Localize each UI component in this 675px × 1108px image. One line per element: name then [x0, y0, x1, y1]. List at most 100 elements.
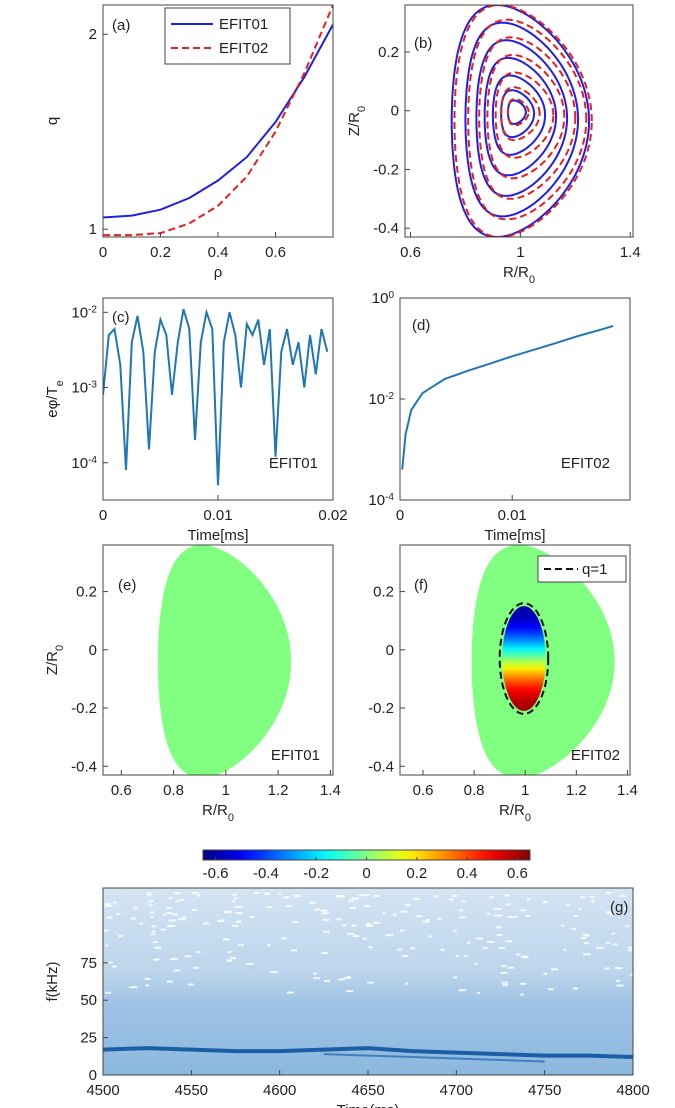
panel-label: (e) — [118, 577, 136, 594]
speckle — [196, 894, 201, 897]
speckle — [520, 993, 524, 996]
y-tick-label: 0 — [391, 103, 399, 120]
x-tick-label: 0.2 — [150, 244, 171, 261]
y-tick-label: 75 — [80, 955, 97, 972]
y-tick-label: 0.2 — [76, 584, 97, 601]
speckle — [348, 899, 354, 902]
x-tick-label: 0 — [396, 507, 404, 524]
speckle — [267, 944, 271, 947]
series-line — [103, 1046, 633, 1059]
legend-label: EFIT01 — [219, 16, 268, 33]
speckle — [422, 920, 430, 923]
y-tick-label: 1 — [89, 221, 97, 238]
speckle — [144, 977, 151, 980]
spectrogram-background — [103, 888, 633, 1075]
speckle — [153, 946, 162, 949]
speckle — [612, 943, 618, 946]
colorbar-tick-label: -0.4 — [253, 865, 279, 882]
text-part: Time(ms) — [337, 1102, 400, 1108]
x-tick-label: 0.6 — [265, 244, 286, 261]
y-tick-label: 10-2 — [368, 391, 394, 409]
speckle — [504, 894, 510, 897]
speckle — [238, 944, 244, 947]
annotation: EFIT01 — [271, 747, 320, 764]
speckle — [175, 900, 179, 903]
y-tick-label: 10-2 — [71, 304, 97, 322]
x-tick-label: 1.4 — [620, 244, 641, 261]
speckle — [358, 894, 363, 897]
speckle — [525, 914, 531, 917]
colorbar-tick-label: 0.4 — [457, 865, 478, 882]
speckle — [486, 940, 495, 943]
text-part: 10 — [71, 380, 88, 397]
speckle — [313, 977, 320, 980]
speckle — [347, 976, 351, 979]
y-tick-label: 0 — [89, 642, 97, 659]
y-tick-label: 0 — [386, 642, 394, 659]
text-part: 10 — [372, 290, 389, 307]
speckle — [221, 919, 225, 922]
panel-label: (d) — [412, 317, 430, 334]
speckle — [580, 896, 586, 899]
speckle — [630, 973, 633, 976]
speckle — [516, 953, 521, 956]
speckle — [115, 913, 121, 916]
speckle — [405, 982, 409, 985]
speckle — [148, 900, 154, 903]
y-axis-label: eφ/Te — [44, 380, 66, 418]
speckle — [235, 920, 242, 923]
speckle — [496, 933, 503, 936]
speckle — [493, 908, 502, 911]
speckle — [368, 946, 373, 949]
speckle — [154, 958, 160, 961]
speckle — [583, 953, 591, 956]
text-part: 10 — [368, 391, 385, 408]
x-tick-label: 0.01 — [498, 507, 527, 524]
x-tick-label: 4550 — [175, 1082, 208, 1099]
speckle — [520, 982, 526, 985]
speckle — [349, 906, 357, 909]
speckle — [361, 894, 367, 897]
x-tick-label: 4650 — [351, 1082, 384, 1099]
panel-label: (g) — [610, 899, 628, 916]
y-tick-label: -0.2 — [373, 161, 399, 178]
x-tick-label: 1 — [521, 782, 529, 799]
speckle — [187, 983, 194, 986]
speckle — [548, 988, 554, 991]
speckle — [437, 917, 442, 920]
speckle — [505, 903, 511, 906]
speckle — [580, 937, 587, 940]
y-tick-label: 0.2 — [378, 44, 399, 61]
speckle — [614, 967, 623, 970]
speckle — [167, 925, 175, 928]
speckle — [507, 915, 513, 918]
speckle — [193, 966, 199, 969]
speckle — [385, 934, 393, 937]
x-tick-label: 4800 — [616, 1082, 649, 1099]
x-tick-label: 0.8 — [163, 782, 184, 799]
text-part: Z/R — [44, 651, 61, 675]
speckle — [392, 913, 397, 916]
y-tick-label: -0.4 — [71, 758, 97, 775]
speckle — [616, 979, 621, 982]
speckle — [459, 916, 466, 919]
y-tick-label: 10-3 — [71, 379, 97, 397]
text-part: ρ — [214, 264, 223, 281]
speckle — [133, 907, 139, 910]
speckle — [618, 895, 626, 898]
speckle — [322, 918, 330, 921]
speckle — [401, 955, 409, 958]
text-part: 0 — [529, 274, 535, 286]
speckle — [477, 991, 481, 994]
speckle — [400, 929, 404, 932]
x-tick-label: 0.6 — [400, 244, 421, 261]
x-tick-label: 4500 — [86, 1082, 119, 1099]
speckle — [173, 969, 181, 972]
speckle — [231, 900, 236, 903]
text-part: Time[ms] — [187, 527, 248, 544]
speckle — [283, 896, 290, 899]
plot-area: EFIT01 EFIT02 — [103, 5, 333, 237]
speckle — [526, 898, 531, 901]
speckle — [103, 929, 109, 932]
annotation: EFIT01 — [269, 455, 318, 472]
